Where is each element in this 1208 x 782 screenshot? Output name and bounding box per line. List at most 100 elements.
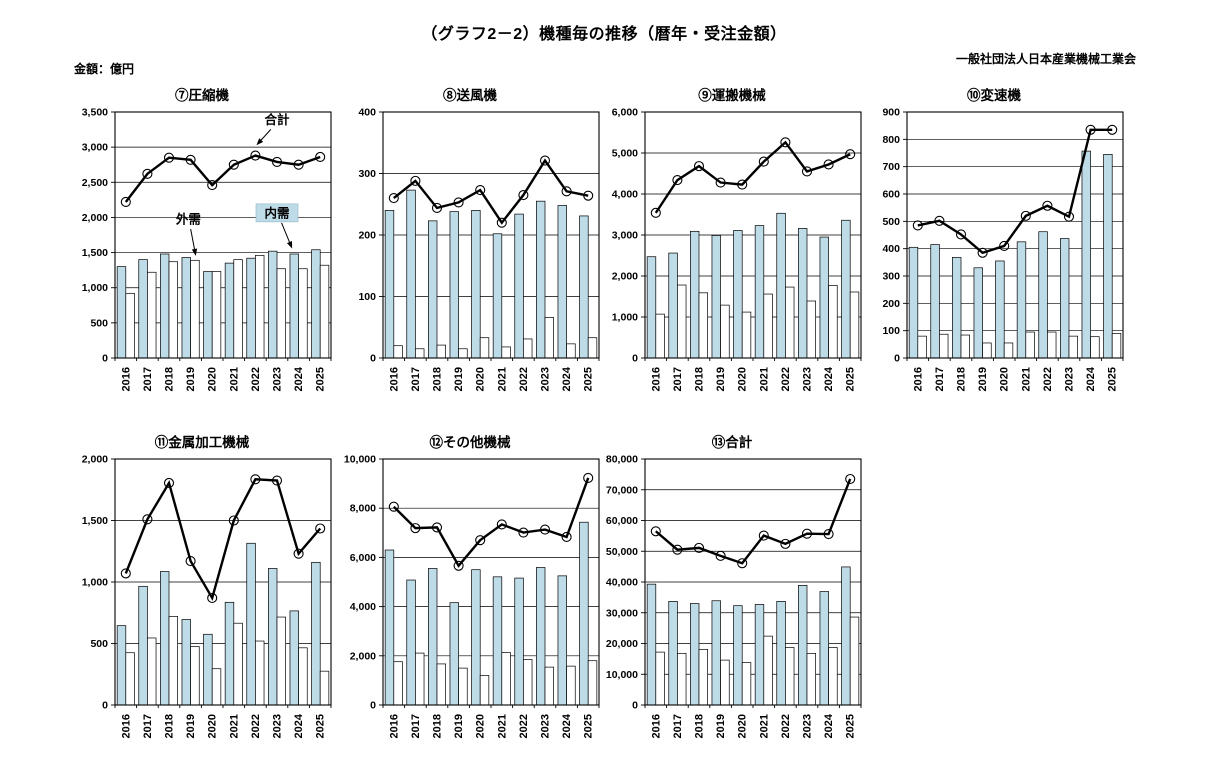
total-marker (518, 527, 529, 538)
x-year-label: 2020 (475, 714, 487, 738)
bar-external (255, 255, 265, 359)
bar-domestic (246, 542, 256, 706)
total-marker (583, 190, 594, 201)
x-year-label: 2020 (207, 714, 219, 738)
total-marker (977, 247, 988, 258)
y-tick-label: 1,000 (82, 577, 108, 589)
bar-external (544, 666, 554, 706)
total-marker (583, 472, 594, 483)
plot-border (644, 111, 862, 359)
chart-canvas-compressor: 0 500 1,000 1,500 2,000 2,500 3,000 3,500 2016 20… (82, 107, 332, 391)
annotation-label: 内需 (264, 205, 289, 220)
bar-external (168, 261, 178, 359)
chart-canvas-metal-processing: 0 500 1,000 1,500 2,000 2016 2017 2018 2019 2020 2… (82, 454, 332, 738)
bar-external (720, 304, 730, 359)
y-tick-label: 700 (882, 161, 900, 173)
x-year-label: 2016 (650, 714, 662, 738)
total-line (917, 128, 1113, 255)
total-marker (801, 528, 813, 539)
bar-domestic (246, 257, 256, 359)
y-tick-label: 3,500 (82, 107, 108, 119)
total-marker (845, 473, 856, 485)
bar-external (276, 616, 286, 706)
total-marker (271, 475, 283, 486)
bar-external (1068, 335, 1078, 359)
bar-external (298, 647, 308, 706)
bar-external (1111, 333, 1122, 359)
bar-external (806, 652, 816, 706)
x-year-label: 2023 (1064, 367, 1076, 391)
annotation-arrowhead (191, 248, 198, 256)
y-tick-label: 1,000 (82, 282, 108, 294)
bar-domestic (138, 585, 148, 706)
bar-external (458, 348, 468, 359)
bar-domestic (406, 579, 416, 706)
bar-external (566, 665, 576, 706)
bar-external (436, 344, 446, 359)
y-tick-label: 3,000 (612, 230, 638, 242)
y-tick-label: 900 (882, 107, 900, 119)
bar-domestic (711, 600, 721, 706)
bar-external (255, 640, 265, 706)
bar-external (566, 343, 576, 359)
bar-external (763, 635, 773, 706)
total-marker (561, 186, 572, 197)
bar-external (125, 652, 135, 706)
x-year-label: 2018 (694, 367, 706, 391)
bar-external (741, 662, 752, 706)
x-year-label: 2018 (164, 367, 176, 391)
y-tick-label: 400 (882, 243, 900, 255)
y-tick-label: 800 (882, 134, 900, 146)
x-year-label: 2018 (694, 714, 706, 738)
total-marker (693, 161, 705, 172)
bar-external (393, 661, 403, 706)
bar-domestic (289, 610, 299, 706)
bar-domestic (160, 571, 170, 706)
bar-external (436, 663, 446, 706)
total-marker (780, 137, 791, 148)
total-marker (737, 179, 748, 190)
x-year-label: 2023 (540, 367, 552, 391)
y-tick-label: 0 (370, 353, 376, 365)
total-line (124, 478, 322, 602)
bar-domestic (384, 549, 395, 706)
x-year-label: 2025 (845, 367, 857, 391)
y-tick-label: 0 (102, 700, 108, 712)
total-marker (780, 538, 791, 549)
chart-title: ⑩変速機 (967, 88, 1021, 103)
y-tick-label: 0 (894, 353, 900, 365)
bar-external (960, 334, 970, 359)
x-year-label: 2025 (583, 367, 595, 391)
chart-compressor: ⑦圧縮機 0 500 1,000 1,500 2,000 2,500 3,000 3,500 2… (68, 86, 336, 398)
y-tick-label: 70,000 (606, 484, 638, 496)
total-line (655, 478, 852, 565)
bar-external (147, 637, 157, 706)
chart-metal-processing: ⑪金属加工機械 0 500 1,000 1,500 2,000 2016 2017 2018 2… (68, 433, 336, 745)
y-tick-label: 10,000 (344, 454, 376, 466)
total-marker (475, 535, 486, 546)
bar-domestic (754, 604, 765, 706)
total-line (124, 154, 321, 203)
chart-blower: ⑧送風機 0 100 200 300 400 2016 2017 2018 2019 2020 20… (336, 86, 604, 398)
x-year-label: 2023 (802, 367, 814, 391)
total-marker (410, 175, 421, 186)
total-marker (801, 166, 813, 177)
bar-external (415, 652, 425, 706)
x-year-label: 2017 (934, 367, 946, 391)
bar-domestic (557, 205, 567, 359)
total-marker (431, 522, 443, 533)
chart-conveying-machinery: ⑨運搬機械 0 1,000 2,000 3,000 4,000 5,000 6,000 201… (598, 86, 866, 398)
total-marker (185, 154, 196, 165)
total-marker (496, 217, 507, 228)
chart-grand-total: ⑬合計 0 10,000 20,000 30,000 40,000 50,000 60,00… (598, 433, 866, 745)
bar-external (523, 659, 533, 706)
x-year-label: 2017 (410, 367, 422, 391)
bar-external (917, 335, 927, 359)
total-marker (758, 530, 769, 541)
bar-external (677, 284, 687, 359)
x-year-label: 2019 (453, 367, 465, 391)
total-marker (1042, 200, 1053, 211)
bar-domestic (579, 521, 589, 706)
total-marker (453, 560, 464, 571)
total-marker (207, 180, 218, 191)
